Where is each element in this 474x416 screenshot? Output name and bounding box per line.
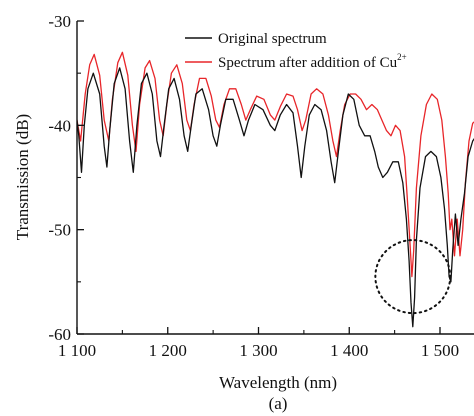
x-tick-label: 1 500 <box>421 341 459 360</box>
x-tick-label: 1 400 <box>330 341 368 360</box>
y-tick-label: -40 <box>48 116 71 135</box>
series-line-cu <box>77 51 474 278</box>
x-tick-label: 1 200 <box>149 341 187 360</box>
series-layer <box>77 51 474 328</box>
series-line-original <box>77 67 474 328</box>
x-axis-label: Wavelength (nm) <box>219 373 337 392</box>
y-tick-label: -30 <box>48 12 71 31</box>
x-tick-label: 1 300 <box>239 341 277 360</box>
y-tick-label: -50 <box>48 221 71 240</box>
ticks-layer: 1 100 1 200 1 300 1 400 1 500 -30 -40 -50 -60 <box>48 12 459 360</box>
x-tick-label: 1 100 <box>58 341 96 360</box>
annotation-dotted-ellipse <box>374 239 452 315</box>
y-tick-label: -60 <box>48 325 71 344</box>
panel-label: (a) <box>269 394 288 413</box>
legend-text-original: Original spectrum <box>218 31 327 47</box>
legend-text-cu: Spectrum after addition of Cu2+ <box>218 52 407 71</box>
y-axis-label: Transmission (dB) <box>13 114 32 240</box>
legend: Original spectrum Spectrum after additio… <box>185 31 407 71</box>
legend-text-cu-main: Spectrum after addition of Cu <box>218 55 398 71</box>
legend-text-cu-superscript: 2+ <box>397 52 407 62</box>
